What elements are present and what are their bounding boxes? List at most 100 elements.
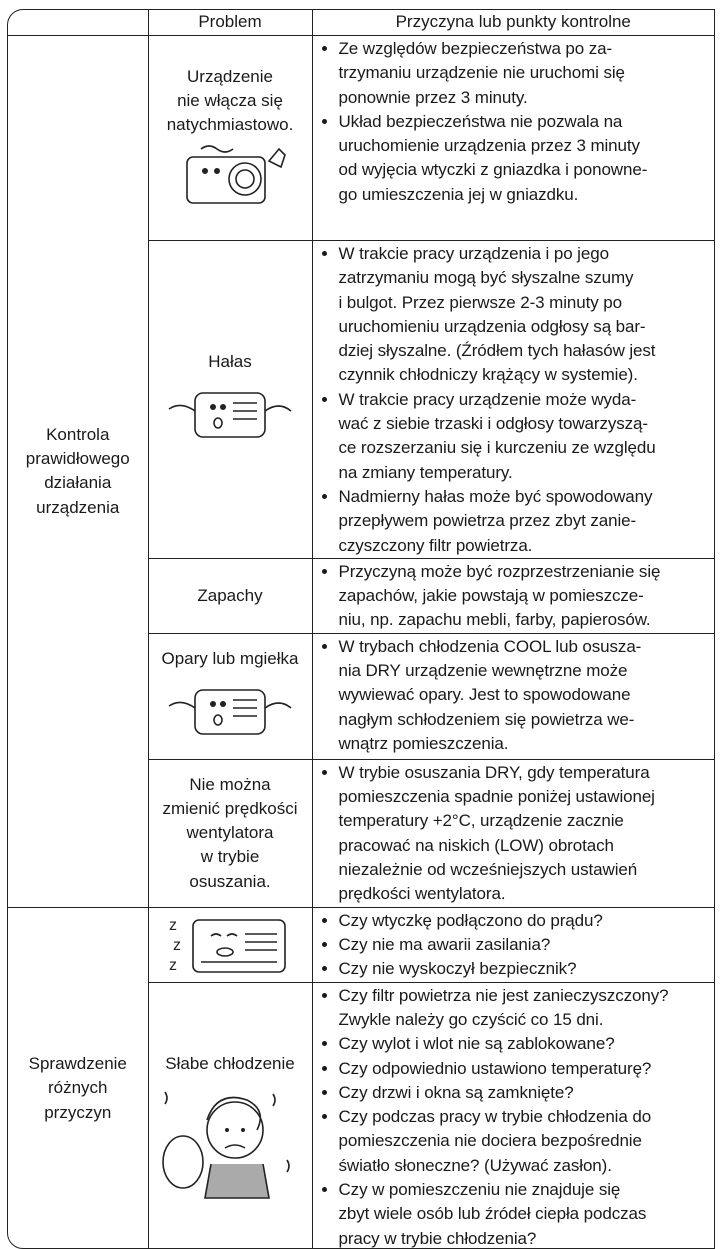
cause-line: przepływem powietrza przez zbyt zanie- [339, 509, 715, 533]
cause-line: wać z siebie trzaski i odgłosy towarzysz… [339, 412, 715, 436]
cause-item: Czy podczas pracy w trybie chłodzenia do… [339, 1105, 715, 1178]
causes-list: W trybach chłodzenia COOL lub osusza-nia… [313, 635, 715, 756]
header-row: Problem Przyczyna lub punkty kontrolne [8, 10, 714, 36]
illustration [165, 676, 295, 746]
cause-line: Czy w pomieszczeniu nie znajduje się [339, 1178, 715, 1202]
cause-line: W trakcie pracy urządzenie może wyda- [339, 388, 715, 412]
cause-line: Czy podczas pracy w trybie chłodzenia do [339, 1105, 715, 1129]
header-cell: Problem [148, 10, 312, 36]
cause-line: ce rozszerzaniu się i kurczeniu ze wzglę… [339, 436, 715, 460]
cause-line: prędkości wentylatora. [339, 882, 715, 906]
causes-cell: W trakcie pracy urządzenia i po jegozatr… [312, 241, 714, 559]
cause-line: Ze względów bezpieczeństwa po za- [339, 37, 715, 61]
illustration [155, 1080, 305, 1200]
cause-line: nagłym schłodzeniem się powietrza we- [339, 708, 715, 732]
group-label-line: Sprawdzenie [8, 1052, 148, 1076]
cause-item: Czy wtyczkę podłączono do prądu? [339, 909, 715, 933]
problem-cell: Słabe chłodzenie [148, 982, 312, 1249]
problem-line: zmienić prędkości [162, 797, 297, 821]
cause-item: Czy drzwi i okna są zamknięte? [339, 1081, 715, 1105]
cause-line: zatrzymaniu mogą być słyszalne szumy [339, 266, 715, 290]
cause-line: Czy nie wyskoczył bezpiecznik? [339, 957, 715, 981]
group-label-line: prawidłowego [8, 447, 148, 471]
causes-list: Ze względów bezpieczeństwa po za-trzyman… [313, 37, 715, 207]
problem-line: Zapachy [197, 584, 262, 608]
cause-line: światło słoneczne? (Używać zasłon). [339, 1154, 715, 1178]
cause-line: Układ bezpieczeństwa nie pozwala na [339, 110, 715, 134]
cause-line: wnątrz pomieszczenia. [339, 732, 715, 756]
causes-list: Czy filtr powietrza nie jest zanieczyszc… [313, 984, 715, 1249]
problem-line: nie włącza się [177, 89, 283, 113]
cause-line: i bulgot. Przez pierwsze 2-3 minuty po [339, 291, 715, 315]
cause-item: Ze względów bezpieczeństwa po za-trzyman… [339, 37, 715, 110]
cause-line: pomieszczenia nie dociera bezpośrednie [339, 1129, 715, 1153]
problem-line: osuszania. [189, 870, 270, 894]
cause-item: Czy nie wyskoczył bezpiecznik? [339, 957, 715, 981]
causes-cell: Czy filtr powietrza nie jest zanieczyszc… [312, 982, 714, 1249]
cause-line: zbyt wiele osób lub źródeł ciepła podcza… [339, 1202, 715, 1226]
problem-line: wentylatora [187, 821, 274, 845]
cause-line: Zwykle należy go czyścić co 15 dni. [339, 1008, 715, 1032]
header-cell: Przyczyna lub punkty kontrolne [312, 10, 714, 36]
problem-line: Nie można [189, 773, 270, 797]
causes-cell: W trybie osuszania DRY, gdy temperaturap… [312, 759, 714, 907]
problem-line: Hałas [208, 350, 251, 374]
causes-cell: Czy wtyczkę podłączono do prądu? Czy nie … [312, 907, 714, 982]
causes-cell: Ze względów bezpieczeństwa po za-trzyman… [312, 36, 714, 241]
cause-item: Układ bezpieczeństwa nie pozwala nauruch… [339, 110, 715, 207]
problem-line: natychmiastowo. [167, 113, 294, 137]
causes-list: Przyczyną może być rozprzestrzenianie si… [313, 560, 715, 633]
causes-list: Czy wtyczkę podłączono do prądu? Czy nie … [313, 909, 715, 982]
cause-item: Nadmierny hałas może być spowodowanyprze… [339, 485, 715, 558]
cause-line: W trakcie pracy urządzenia i po jego [339, 242, 715, 266]
cause-line: zapachów, jakie powstają w pomieszcze- [339, 584, 715, 608]
cause-line: nia DRY urządzenie wewnętrzne może [339, 659, 715, 683]
illustration [165, 141, 295, 211]
cause-item: W trakcie pracy urządzenie może wyda-wać… [339, 388, 715, 485]
cause-item: Czy w pomieszczeniu nie znajduje sięzbyt… [339, 1178, 715, 1249]
problem-content: Hałas [149, 350, 312, 448]
problem-line: Słabe chłodzenie [165, 1052, 294, 1076]
svg-text:z: z [169, 957, 177, 974]
illustration: zzz [165, 912, 295, 982]
svg-text:z: z [169, 917, 177, 934]
cause-line: Czy wylot i wlot nie są zablokowane? [339, 1032, 715, 1056]
cause-line: Czy filtr powietrza nie jest zanieczyszc… [339, 984, 715, 1008]
cause-line: Nadmierny hałas może być spowodowany [339, 485, 715, 509]
table-row: SprawdzenieróżnychprzyczynzzzCzy wtyczkę… [8, 907, 714, 982]
cause-line: trzymaniu urządzenie nie uruchomi się [339, 61, 715, 85]
cause-line: od wyjęcia wtyczki z gniazdka i ponowne- [339, 158, 715, 182]
cause-line: niezależnie od wcześniejszych ustawień [339, 858, 715, 882]
causes-list: W trybie osuszania DRY, gdy temperaturap… [313, 761, 715, 907]
problem-line: Urządzenie [187, 65, 273, 89]
header-cell [8, 10, 148, 36]
group-label-line: różnych [8, 1076, 148, 1100]
cause-item: W trybach chłodzenia COOL lub osusza-nia… [339, 635, 715, 756]
svg-text:z: z [173, 937, 181, 954]
cause-line: wywiewać opary. Jest to spowodowane [339, 683, 715, 707]
cause-line: czyszczony filtr powietrza. [339, 534, 715, 558]
group-label-line: Kontrola [8, 423, 148, 447]
cause-line: niu, np. zapachu mebli, farby, papierosó… [339, 608, 715, 632]
cause-line: Czy odpowiednio ustawiono temperaturę? [339, 1057, 715, 1081]
problem-cell: Zapachy [148, 558, 312, 633]
problem-content: Zapachy [149, 584, 312, 608]
cause-line: W trybach chłodzenia COOL lub osusza- [339, 635, 715, 659]
problem-content: Opary lub mgiełka [149, 647, 312, 745]
cause-line: Przyczyną może być rozprzestrzenianie si… [339, 560, 715, 584]
cause-item: Przyczyną może być rozprzestrzenianie si… [339, 560, 715, 633]
problem-content: Słabe chłodzenie [149, 1052, 312, 1200]
cause-line: dziej słyszalne. (Źródłem tych hałasów j… [339, 339, 715, 363]
cause-item: Czy odpowiednio ustawiono temperaturę? [339, 1057, 715, 1081]
cause-line: temperatury +2°C, urządzenie zacznie [339, 809, 715, 833]
cause-line: pracy w trybie chłodzenia? [339, 1227, 715, 1249]
cause-line: czynnik chłodniczy krążący w systemie). [339, 363, 715, 387]
